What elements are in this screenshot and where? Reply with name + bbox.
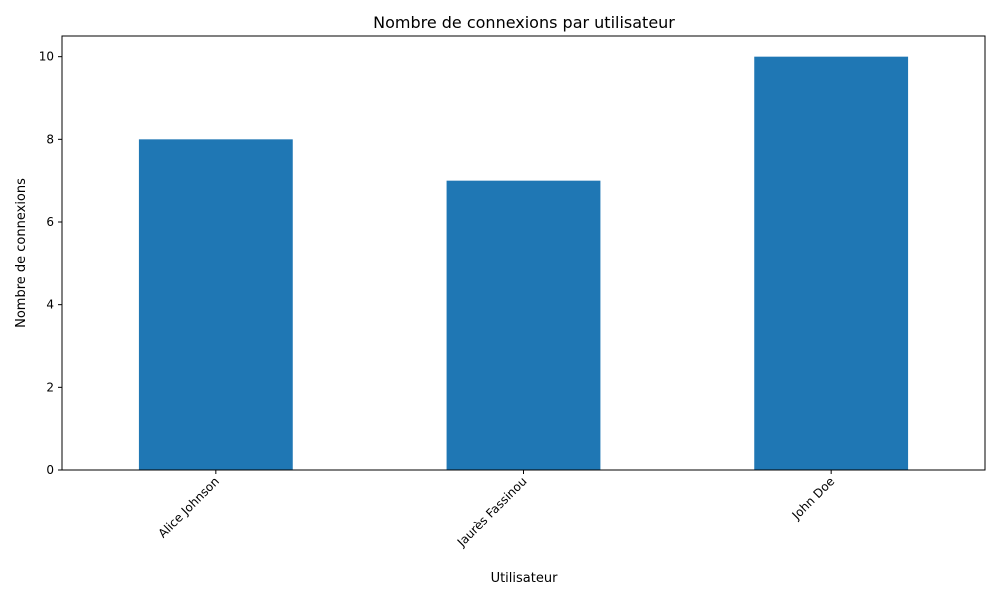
y-tick-label-3: 6 xyxy=(46,215,54,229)
x-tick-label-0: Alice Johnson xyxy=(156,474,222,540)
bar-1 xyxy=(446,180,601,470)
y-tick-label-2: 4 xyxy=(46,298,54,312)
y-tick-label-4: 8 xyxy=(46,132,54,146)
bar-2 xyxy=(754,56,909,471)
bar-0 xyxy=(138,139,293,471)
x-tick-label-2: John Doe xyxy=(789,474,838,523)
y-axis-label: Nombre de connexions xyxy=(14,178,29,328)
x-axis-label: Utilisateur xyxy=(491,571,559,586)
bars-layer xyxy=(138,56,909,471)
y-tick-label-5: 10 xyxy=(39,50,54,64)
chart-title: Nombre de connexions par utilisateur xyxy=(373,13,675,32)
y-tick-label-1: 2 xyxy=(46,380,54,394)
y-tick-label-0: 0 xyxy=(46,463,54,477)
x-tick-label-1: Jaurès Fassinou xyxy=(454,474,530,550)
